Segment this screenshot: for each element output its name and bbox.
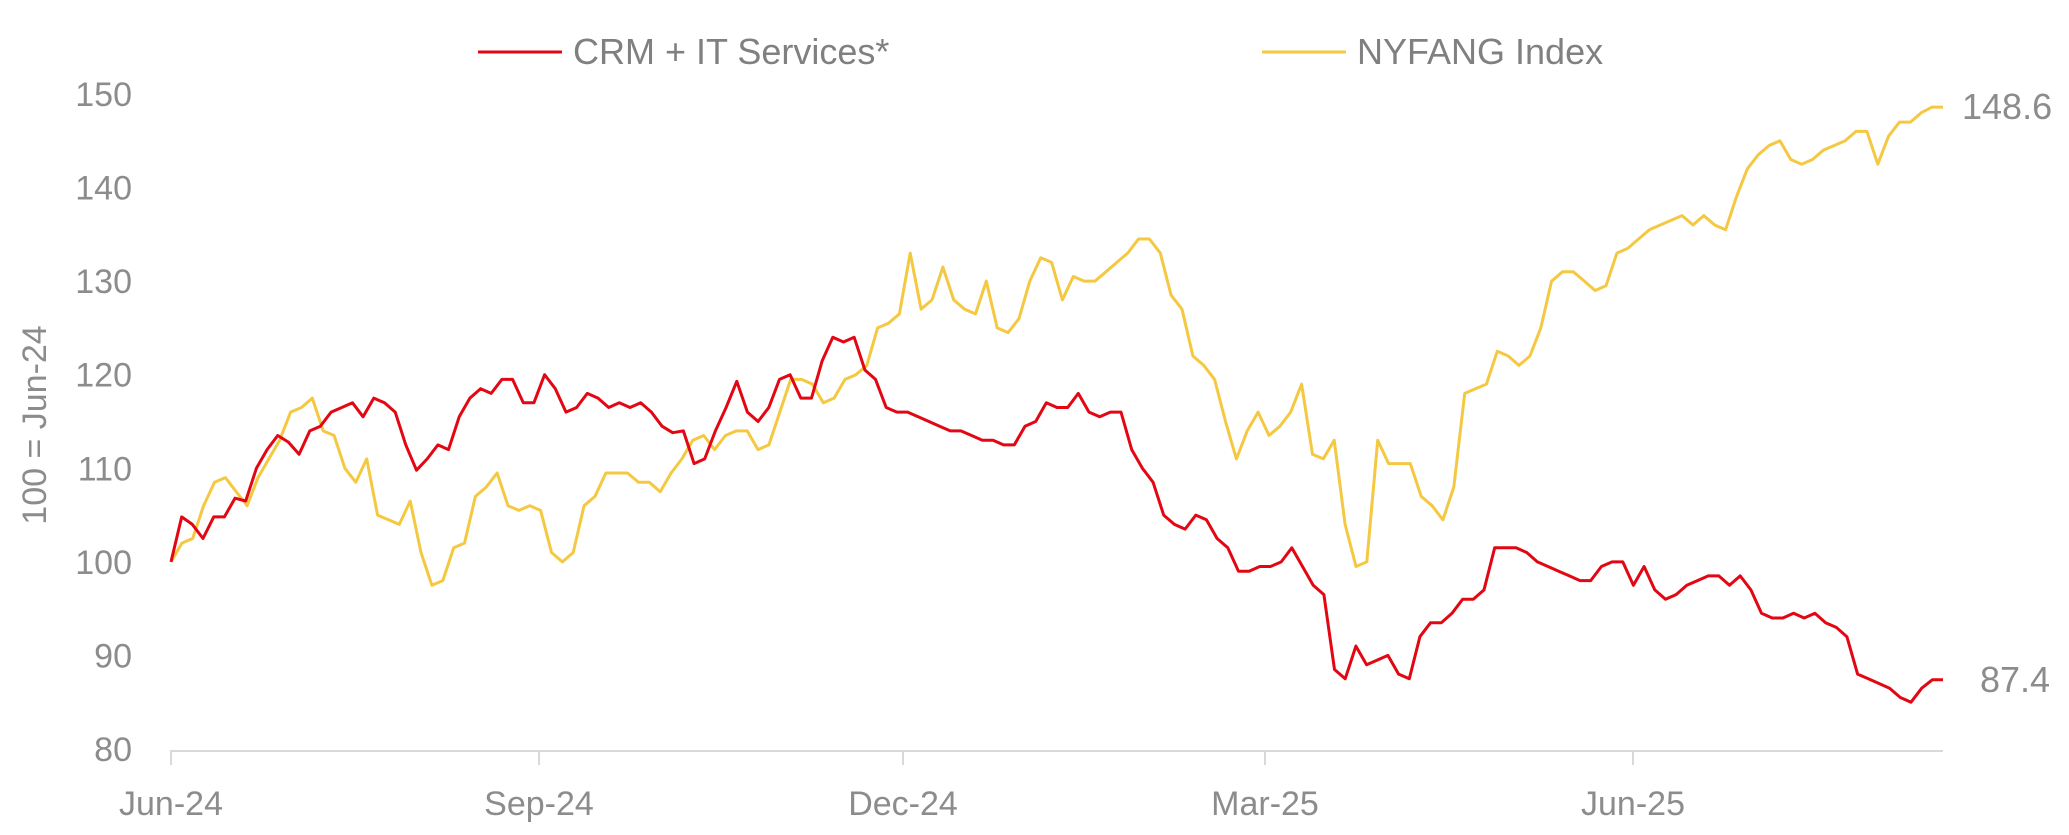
x-tick-label: Dec-24	[848, 785, 958, 823]
y-tick-label: 120	[75, 357, 132, 395]
y-tick-label: 100	[75, 544, 132, 582]
x-tick-label: Mar-25	[1211, 785, 1319, 823]
y-axis-label: 100 = Jun-24	[16, 325, 54, 524]
x-tick-label: Jun-25	[1581, 785, 1685, 823]
legend: CRM + IT Services* NYFANG Index	[478, 31, 1603, 72]
y-tick-label: 150	[75, 76, 132, 114]
legend-label-nyfang: NYFANG Index	[1357, 31, 1603, 72]
end-value-label-nyfang: 148.6	[1962, 86, 2052, 127]
legend-label-crm-it: CRM + IT Services*	[573, 31, 889, 72]
series-line-nyfang-index	[169, 105, 1943, 587]
y-tick-label: 140	[75, 170, 132, 208]
y-axis-ticks: 80 90 100 110 120 130 140 150	[75, 76, 132, 769]
series-line-crm-it-services	[169, 335, 1943, 704]
y-tick-label: 80	[94, 731, 132, 769]
x-axis-ticks: Jun-24 Sep-24 Dec-24 Mar-25 Jun-25	[119, 751, 1685, 823]
x-tick-label: Jun-24	[119, 785, 223, 823]
y-tick-label: 90	[94, 637, 132, 675]
y-tick-label: 130	[75, 263, 132, 301]
y-tick-label: 110	[78, 450, 132, 488]
x-tick-label: Sep-24	[484, 785, 594, 823]
end-value-label-crm-it: 87.4	[1980, 659, 2050, 700]
